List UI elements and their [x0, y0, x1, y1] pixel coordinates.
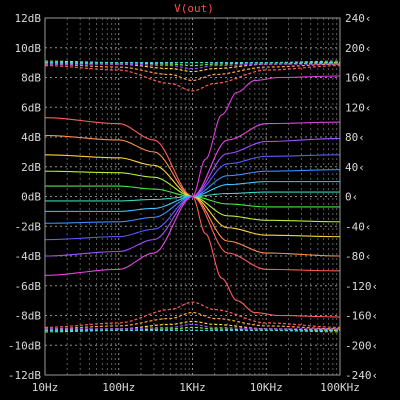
y-tick-label-right: 160‹: [345, 72, 372, 85]
series-line: [45, 323, 340, 330]
y-tick-label-right: -160‹: [345, 310, 378, 323]
tick-labels: 12dB 10dB 8dB 6dB 4dB 2dB 0dB -2dB -4dB -6dB -8dB -…: [8, 12, 378, 394]
x-tick-label: 10Hz: [32, 381, 59, 394]
plot-frame: [44, 17, 341, 376]
y-tick-label-left: 6dB: [21, 101, 41, 114]
y-tick-label-right: -80‹: [345, 250, 372, 263]
y-tick-label-left: -10dB: [8, 339, 41, 352]
x-tick-label: 10KHz: [250, 381, 283, 394]
y-tick-label-right: 240‹: [345, 12, 372, 25]
series-line: [44, 301, 341, 328]
y-tick-label-left: -2dB: [15, 220, 42, 233]
y-tick-label-left: -8dB: [15, 310, 42, 323]
y-tick-label-right: 80‹: [345, 131, 365, 144]
y-tick-label-right: 0‹: [345, 191, 358, 204]
y-tick-label-right: -240‹: [345, 369, 378, 382]
x-tick-label: 100Hz: [102, 381, 135, 394]
y-tick-label-right: -120‹: [345, 280, 378, 293]
y-tick-label-left: 4dB: [21, 131, 41, 144]
series-group: [44, 60, 341, 333]
y-tick-label-left: 10dB: [15, 42, 42, 55]
series-line: [192, 196, 341, 318]
x-tick-label: 100KHz: [320, 381, 360, 394]
y-tick-label-left: -12dB: [8, 369, 41, 382]
y-tick-label-right: 120‹: [345, 101, 372, 114]
y-tick-label-left: 2dB: [21, 161, 41, 174]
y-tick-label-left: -6dB: [15, 280, 42, 293]
chart-title: V(out): [174, 2, 214, 15]
y-tick-label-left: 12dB: [15, 12, 42, 25]
axes: [44, 17, 341, 376]
y-tick-label-right: -200‹: [345, 339, 378, 352]
y-tick-label-right: -40‹: [345, 220, 372, 233]
y-tick-label-right: 200‹: [345, 42, 372, 55]
series-line: [44, 65, 341, 92]
x-tick-label: 1KHz: [179, 381, 206, 394]
y-tick-label-right: 40‹: [345, 161, 365, 174]
series-line: [45, 63, 340, 70]
y-tick-label-left: 0dB: [21, 191, 41, 204]
y-tick-label-left: 8dB: [21, 72, 41, 85]
y-tick-label-left: -4dB: [15, 250, 42, 263]
series-line: [192, 75, 341, 197]
